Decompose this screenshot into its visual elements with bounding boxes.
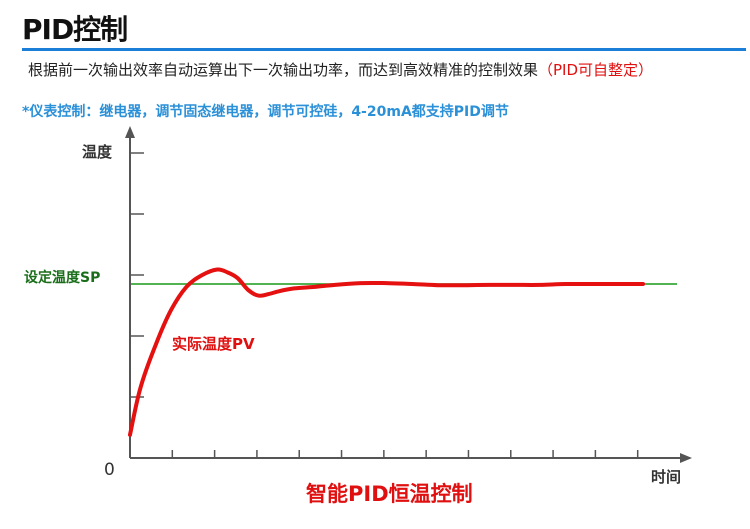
x-axis-label: 时间 <box>651 468 682 486</box>
chart-title: 智能PID恒温控制 <box>306 482 473 506</box>
pv-series-line <box>128 267 645 437</box>
description: 根据前一次输出效率自动运算出下一次输出功率，而达到高效精准的控制效果（PID可自… <box>28 60 668 80</box>
y-axis-label: 温度 <box>82 143 113 161</box>
setpoint-label: 设定温度SP <box>24 270 101 286</box>
y-axis-arrow <box>125 126 135 138</box>
page-title: PID控制 <box>22 13 128 46</box>
origin-label: 0 <box>104 460 115 480</box>
description-highlight: （PID可自整定） <box>538 61 654 79</box>
title-divider <box>22 48 746 51</box>
description-main: 根据前一次输出效率自动运算出下一次输出功率，而达到高效精准的控制效果 <box>28 61 539 79</box>
controller-note: *仪表控制：继电器，调节固态继电器，调节可控硅，4-20mA都支持PID调节 <box>22 104 509 120</box>
x-axis-arrow <box>680 453 692 463</box>
pv-series-label: 实际温度PV <box>172 335 255 353</box>
